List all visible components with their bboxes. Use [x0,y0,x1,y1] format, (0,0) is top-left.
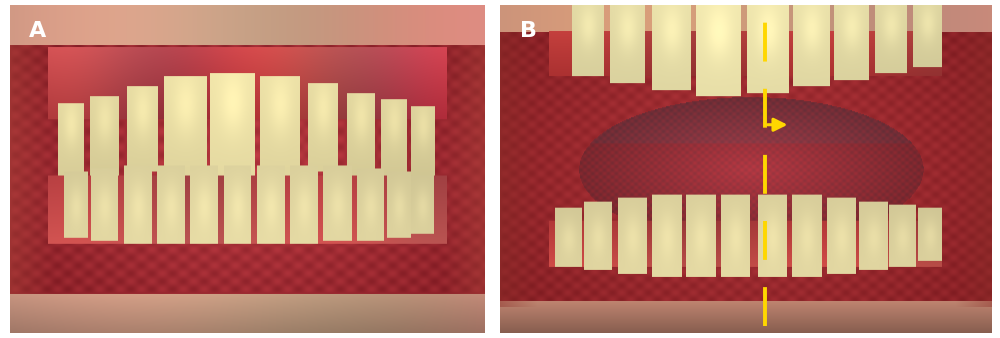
Text: B: B [520,22,537,42]
Text: A: A [29,22,46,42]
